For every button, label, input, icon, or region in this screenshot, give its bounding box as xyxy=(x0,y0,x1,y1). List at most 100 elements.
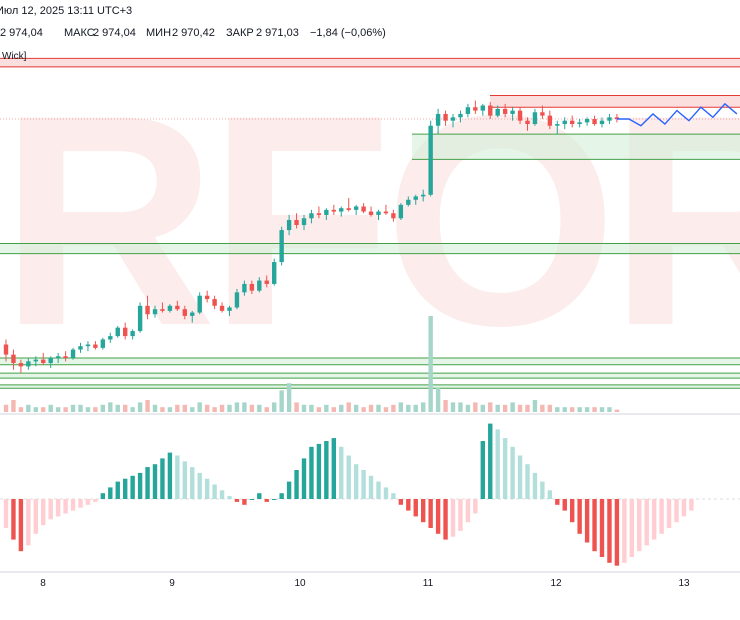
oscillator-bar xyxy=(175,455,180,499)
volume-bar xyxy=(70,404,76,412)
header-close: 2 971,03 xyxy=(256,27,299,39)
volume-bar xyxy=(48,404,53,412)
candle-body xyxy=(48,357,53,364)
volume-bar xyxy=(324,404,329,412)
volume-bar xyxy=(458,402,463,412)
candle-body xyxy=(324,209,329,215)
oscillator-bar xyxy=(190,467,195,499)
oscillator-bar xyxy=(510,446,515,499)
volume-bar xyxy=(339,404,344,412)
candle-body xyxy=(182,309,187,316)
candle-body xyxy=(517,110,523,121)
zone-green-4 xyxy=(0,357,740,365)
volume-bar xyxy=(182,404,187,412)
candle-body xyxy=(249,283,255,291)
oscillator-bar xyxy=(212,484,217,499)
volume-bar xyxy=(607,407,612,412)
volume-bar xyxy=(234,402,240,412)
oscillator-bar xyxy=(651,499,657,540)
candle-body xyxy=(599,120,605,125)
oscillator-bar xyxy=(376,481,381,499)
candle-body xyxy=(413,196,418,200)
oscillator-bar xyxy=(227,496,232,499)
candle-body xyxy=(555,124,560,126)
header-datetime: Июл 12, 2025 13:11 UTC+3 xyxy=(0,5,133,17)
candle-body xyxy=(130,331,135,337)
candle-body xyxy=(316,213,322,215)
oscillator-bar xyxy=(473,499,478,514)
zone-red-0 xyxy=(0,58,740,67)
oscillator-bar xyxy=(614,499,620,566)
oscillator-bar xyxy=(488,423,493,499)
candle-body xyxy=(70,349,76,358)
candle-body xyxy=(473,107,478,111)
oscillator-bar xyxy=(465,499,471,523)
oscillator-bar xyxy=(443,499,448,540)
candle-body xyxy=(152,309,158,315)
candle-body xyxy=(33,359,38,362)
volume-bar xyxy=(592,407,597,412)
candle-body xyxy=(41,359,46,364)
candle-body xyxy=(11,354,16,364)
oscillator-bar xyxy=(257,493,262,499)
oscillator-bar xyxy=(406,499,411,511)
oscillator-bar xyxy=(18,499,24,552)
candle-body xyxy=(383,211,389,214)
oscillator-bar xyxy=(689,499,694,511)
volume-bar xyxy=(286,383,292,412)
volume-bar xyxy=(11,400,16,412)
oscillator-bar xyxy=(294,470,299,499)
volume-bar xyxy=(540,404,545,412)
candle-body xyxy=(331,209,336,212)
volume-bar xyxy=(41,407,46,412)
candle-body xyxy=(55,356,61,358)
oscillator-bar xyxy=(197,472,202,499)
volume-bar xyxy=(33,407,38,412)
x-tick-label: 9 xyxy=(169,578,175,589)
candle-body xyxy=(279,230,284,263)
candle-body xyxy=(190,312,195,316)
oscillator-bar xyxy=(435,499,441,534)
candle-body xyxy=(368,211,374,215)
volume-bar xyxy=(480,404,485,412)
volume-bar xyxy=(555,407,560,412)
oscillator-bar xyxy=(517,455,523,499)
candle-body xyxy=(197,295,202,313)
volume-bar xyxy=(130,407,135,412)
zone-label: Wick] xyxy=(2,51,27,62)
candle-body xyxy=(294,219,299,226)
candle-body xyxy=(137,305,143,332)
volume-bar xyxy=(331,407,336,412)
volume-bar xyxy=(473,402,478,412)
volume-bar xyxy=(465,404,471,412)
candle-body xyxy=(428,125,433,195)
oscillator-bar xyxy=(41,499,46,526)
candle-body xyxy=(584,119,590,123)
volume-bar xyxy=(78,404,83,412)
oscillator-bar xyxy=(130,475,135,499)
candle-body xyxy=(577,122,582,125)
oscillator-bar xyxy=(644,499,649,546)
header-high: 2 974,04 xyxy=(93,27,136,39)
oscillator-bar xyxy=(413,499,418,517)
volume-bar xyxy=(100,404,106,412)
volume-bar xyxy=(614,409,620,412)
candle-body xyxy=(443,113,448,121)
oscillator-bar xyxy=(100,493,106,499)
oscillator-bar xyxy=(85,499,91,505)
volume-bar xyxy=(421,402,426,412)
candle-body xyxy=(406,199,411,205)
volume-bar xyxy=(309,404,314,412)
oscillator-bar xyxy=(331,438,336,499)
volume-bar xyxy=(353,404,359,412)
oscillator-bar xyxy=(339,446,344,499)
volume-bar xyxy=(599,407,605,412)
volume-bar xyxy=(443,400,448,412)
oscillator-bar xyxy=(622,499,627,563)
candle-body xyxy=(257,280,262,291)
oscillator-bar xyxy=(152,464,158,499)
volume-bar xyxy=(376,404,381,412)
oscillator-bar xyxy=(160,458,165,499)
